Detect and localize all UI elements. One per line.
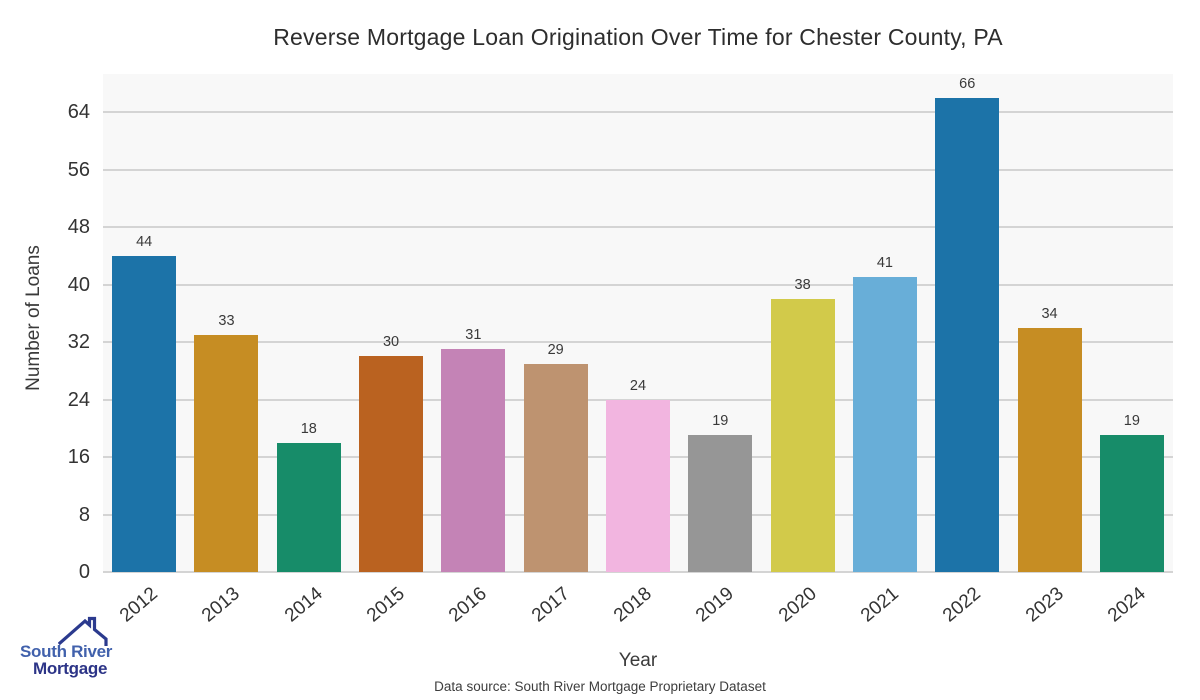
south-river-mortgage-logo: South River Mortgage [20,613,120,679]
x-tick-2020: 2020 [774,583,821,627]
bar-value-label-2016: 31 [465,327,482,344]
x-tick-2015: 2015 [363,583,409,627]
x-tick-2019: 2019 [692,583,739,627]
bar-value-label-2020: 38 [794,276,811,293]
y-tick-16: 16 [67,446,90,469]
bar-value-label-2019: 19 [712,413,729,430]
bar-2015 [359,356,424,572]
bar-2023 [1017,327,1082,572]
bar-2021 [852,277,917,572]
gridline-y64 [103,111,1173,114]
bar-value-label-2014: 18 [300,420,317,437]
y-tick-0: 0 [78,561,90,583]
data-source-caption: Data source: South River Mortgage Propri… [434,679,766,694]
house-roof-icon [58,616,108,646]
x-tick-2024: 2024 [1103,583,1150,627]
bar-2014 [276,442,341,572]
bar-value-label-2021: 41 [876,255,893,272]
y-axis-label: Number of Loans [23,245,44,391]
logo-text-south-river: South River [20,642,113,661]
bar-value-label-2013: 33 [218,312,235,329]
x-tick-2018: 2018 [609,583,656,627]
bar-2013 [194,334,259,572]
bar-value-label-2015: 30 [382,334,400,351]
bar-2018 [606,399,670,572]
x-axis-label: Year [618,650,658,671]
x-tick-2023: 2023 [1021,583,1068,627]
x-tick-2014: 2014 [280,583,327,627]
bar-value-label-2018: 24 [629,377,647,394]
gridline-y56 [103,168,1173,171]
logo-text-mortgage: Mortgage [33,659,108,678]
bar-value-label-2012: 44 [136,233,153,250]
bar-2016 [441,349,506,572]
x-tick-2021: 2021 [856,583,903,627]
x-tick-2022: 2022 [939,583,986,627]
bar-value-label-2017: 29 [547,341,564,358]
bar-2024 [1099,435,1164,572]
bar-value-label-2024: 19 [1123,413,1140,430]
y-tick-24: 24 [67,388,90,411]
y-tick-32: 32 [67,331,90,354]
bar-value-label-2022: 66 [959,75,976,92]
bar-2019 [688,435,753,572]
gridline-y0 [103,571,1173,573]
y-tick-56: 56 [67,158,90,181]
logo-roof-path [58,616,108,646]
gridline-y48 [103,226,1173,229]
y-tick-64: 64 [67,101,90,124]
plot-area: 44 33 18 30 31 29 24 19 38 41 66 34 19 [103,74,1173,573]
x-tick-2013: 2013 [198,583,245,627]
y-tick-48: 48 [67,216,90,239]
bar-2020 [770,298,835,572]
bar-2022 [935,97,1000,572]
y-tick-40: 40 [67,273,90,296]
bar-2017 [523,363,588,572]
x-tick-2017: 2017 [527,583,574,627]
bar-2012 [112,255,177,572]
chart-title: Reverse Mortgage Loan Origination Over T… [273,24,1003,50]
gridline-y32 [103,341,1173,344]
x-tick-2016: 2016 [445,583,492,627]
bar-value-label-2023: 34 [1041,305,1058,322]
y-tick-8: 8 [78,503,90,526]
gridline-y40 [103,283,1173,286]
